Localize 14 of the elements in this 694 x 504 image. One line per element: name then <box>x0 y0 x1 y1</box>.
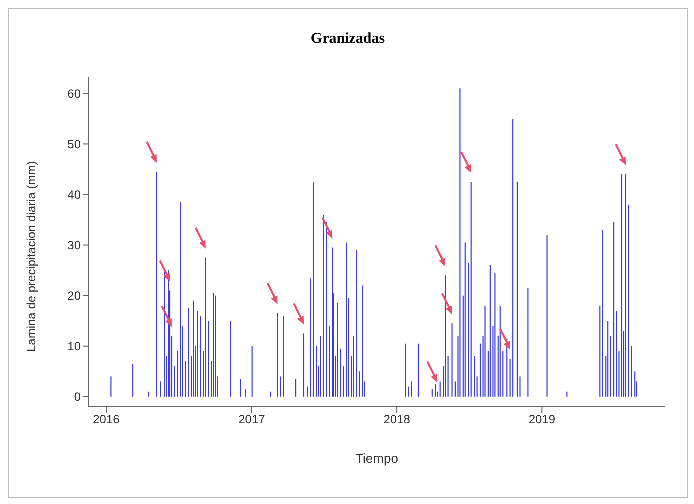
x-tick-label: 2018 <box>384 412 411 427</box>
y-tick-label: 10 <box>68 340 82 354</box>
x-tick-label: 2016 <box>93 412 120 427</box>
y-tick-label: 50 <box>68 137 82 152</box>
y-tick-label: 40 <box>68 188 82 202</box>
y-tick-label: 20 <box>68 289 82 304</box>
chart-title: Granizadas <box>310 30 386 49</box>
y-tick-label: 30 <box>68 238 82 253</box>
x-tick-label: 2019 <box>528 412 556 427</box>
y-tick-label: 0 <box>74 390 82 404</box>
y-axis-title: Lamina de precipitacion diaria (mm) <box>24 161 38 352</box>
x-axis-title: Tiempo <box>356 451 398 466</box>
x-tick-label: 2017 <box>238 412 266 427</box>
y-tick-label: 60 <box>68 86 82 101</box>
